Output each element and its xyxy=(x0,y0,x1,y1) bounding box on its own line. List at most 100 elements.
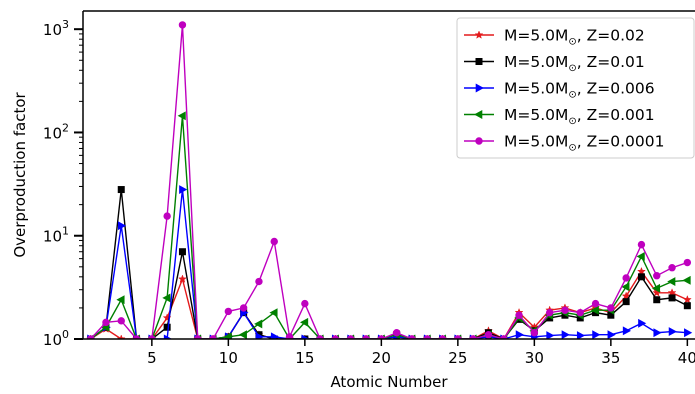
x-tick-label: 25 xyxy=(448,349,467,367)
data-point xyxy=(255,277,263,286)
data-point xyxy=(637,240,646,249)
data-point xyxy=(622,326,631,336)
data-point xyxy=(285,333,294,339)
data-point xyxy=(515,330,524,339)
data-point xyxy=(636,266,646,276)
legend-label: M=5.0M⊙, Z=0.0001 xyxy=(504,133,664,154)
x-tick-label: 40 xyxy=(678,349,695,367)
data-point xyxy=(668,294,676,302)
y-tick-label: 100 xyxy=(43,328,69,349)
data-point xyxy=(177,111,186,121)
x-tick-label: 10 xyxy=(219,349,238,367)
legend-item: M=5.0M⊙, Z=0.02 xyxy=(464,27,645,48)
data-point xyxy=(576,331,586,339)
legend-box xyxy=(456,17,695,159)
x-tick-label: 30 xyxy=(525,349,544,367)
y-tick-label: 103 xyxy=(43,18,69,39)
x-tick-label: 15 xyxy=(295,349,314,367)
data-point xyxy=(682,275,691,285)
data-point xyxy=(102,318,110,327)
data-point xyxy=(591,299,600,308)
data-point xyxy=(177,274,187,283)
series-line xyxy=(90,24,688,339)
data-point xyxy=(682,295,692,304)
data-point xyxy=(254,319,263,329)
data-point xyxy=(163,334,172,339)
data-point xyxy=(684,328,693,338)
legend: M=5.0M⊙, Z=0.02 M=5.0M⊙, Z=0.01 M=5.0M⊙, Z… xyxy=(456,17,695,159)
data-point xyxy=(117,186,125,194)
data-point xyxy=(301,299,309,308)
series-line xyxy=(90,115,688,339)
data-point xyxy=(621,282,630,292)
legend-label: M=5.0M⊙, Z=0.001 xyxy=(504,106,655,127)
data-point xyxy=(667,277,676,286)
data-point xyxy=(561,330,570,339)
legend-label: M=5.0M⊙, Z=0.02 xyxy=(504,27,645,48)
legend-marker xyxy=(475,83,484,93)
data-point xyxy=(116,295,125,305)
legend-item: M=5.0M⊙, Z=0.001 xyxy=(464,106,655,127)
y-axis-label: Overproduction factor xyxy=(11,92,29,258)
data-point xyxy=(592,330,601,339)
data-point xyxy=(116,334,126,339)
series-5 xyxy=(86,21,692,339)
data-point xyxy=(561,306,569,314)
data-point xyxy=(607,304,615,312)
data-point xyxy=(178,248,186,256)
data-point xyxy=(683,302,691,310)
data-point xyxy=(224,307,233,316)
data-point xyxy=(238,330,247,339)
data-point xyxy=(653,296,661,304)
data-point xyxy=(622,274,630,282)
data-point xyxy=(515,311,523,319)
data-point xyxy=(117,317,125,325)
data-point xyxy=(239,304,248,312)
data-point xyxy=(117,221,127,231)
legend-item: M=5.0M⊙, Z=0.006 xyxy=(464,80,655,101)
legend-marker xyxy=(475,137,483,145)
legend-label: M=5.0M⊙, Z=0.006 xyxy=(504,80,655,101)
y-tick-label: 102 xyxy=(43,121,69,142)
data-point xyxy=(546,331,555,339)
legend-item: M=5.0M⊙, Z=0.0001 xyxy=(464,133,664,154)
data-point xyxy=(622,298,630,306)
x-axis-label: Atomic Number xyxy=(330,373,448,391)
series-line xyxy=(90,189,688,339)
x-tick-label: 5 xyxy=(147,349,157,367)
data-point xyxy=(607,330,616,339)
data-point xyxy=(636,252,645,261)
data-point xyxy=(653,328,662,338)
data-point xyxy=(179,185,188,194)
data-point xyxy=(162,293,171,303)
data-point xyxy=(668,264,676,272)
data-point xyxy=(300,317,309,327)
data-point xyxy=(545,308,554,317)
legend-marker xyxy=(474,110,483,119)
x-tick-label: 20 xyxy=(372,349,391,367)
data-point xyxy=(484,331,493,339)
data-point xyxy=(163,212,171,220)
data-point xyxy=(653,272,661,280)
legend-marker xyxy=(475,58,483,65)
data-point xyxy=(392,329,401,337)
data-point xyxy=(301,334,310,339)
data-point xyxy=(590,305,599,315)
x-tick-label: 35 xyxy=(601,349,620,367)
data-point xyxy=(683,258,692,267)
data-point xyxy=(269,308,278,318)
data-point xyxy=(270,237,278,246)
legend-marker xyxy=(474,30,484,39)
data-point xyxy=(621,291,631,300)
legend-label: M=5.0M⊙, Z=0.01 xyxy=(504,53,645,74)
data-point xyxy=(651,283,661,293)
data-point xyxy=(576,308,584,317)
y-tick-label: 101 xyxy=(43,225,69,246)
data-point xyxy=(530,329,539,337)
data-point xyxy=(178,21,187,29)
data-point xyxy=(163,323,171,331)
legend-item: M=5.0M⊙, Z=0.01 xyxy=(464,53,645,74)
data-point xyxy=(638,318,647,328)
data-point xyxy=(637,273,645,281)
